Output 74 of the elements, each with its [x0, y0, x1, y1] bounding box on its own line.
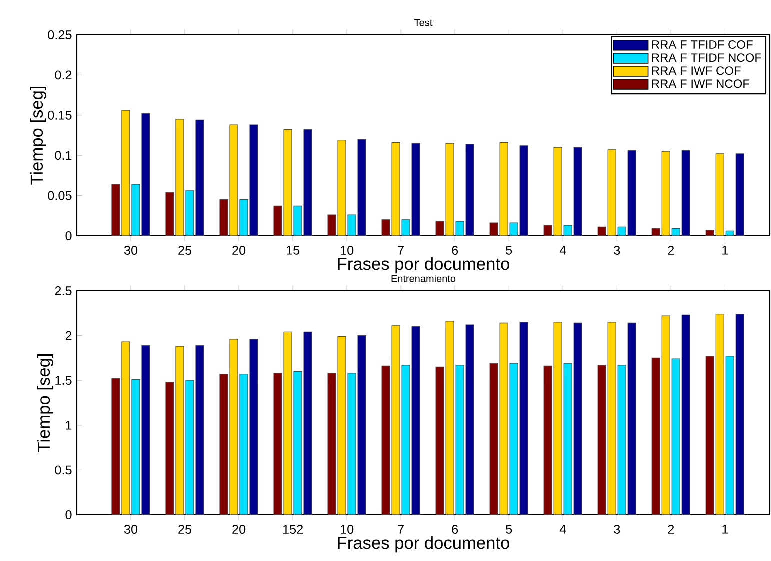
bar: [520, 146, 528, 236]
y-tick-label: 0.25: [48, 30, 72, 40]
bar: [446, 321, 454, 515]
x-tick-label: 1: [722, 525, 728, 534]
x-tick-label: 4: [560, 525, 566, 534]
bar: [500, 322, 508, 515]
bar: [608, 150, 616, 236]
x-tick-label: 30: [124, 246, 138, 256]
bar: [736, 314, 745, 515]
legend-label: RRA F TFIDF COF: [652, 40, 753, 50]
bar: [682, 314, 690, 515]
bar: [554, 147, 562, 236]
chart-title: Entrenamiento: [392, 274, 456, 282]
x-tick-label: 1: [722, 246, 728, 255]
y-tick-label: 2: [66, 331, 72, 340]
bar: [554, 322, 562, 515]
y-tick-label: 1: [66, 421, 72, 430]
bar: [662, 151, 670, 236]
bar: [500, 142, 508, 236]
bar: [608, 322, 616, 515]
x-tick-label: 5: [506, 246, 512, 255]
bar: [716, 154, 725, 236]
x-tick-label: 30: [124, 525, 138, 534]
bar: [446, 143, 454, 236]
x-tick-label: 5: [506, 525, 512, 534]
x-tick-label: 3: [614, 246, 620, 256]
y-tick-label: 0.5: [55, 466, 72, 475]
y-tick-label: 0.2: [55, 70, 72, 80]
chart-title: Test: [414, 19, 433, 26]
y-tick-label: 0.05: [48, 191, 72, 200]
legend-label: RRA F IWF COF: [652, 66, 741, 76]
x-tick-label: 4: [560, 246, 566, 255]
x-tick-label: 2: [668, 525, 674, 534]
x-tick-label: 25: [178, 246, 192, 256]
x-tick-label: 7: [398, 525, 404, 534]
y-tick-label: 0: [66, 232, 72, 240]
bar: [392, 142, 400, 236]
x-tick-label: 25: [178, 525, 192, 534]
bar: [662, 316, 670, 515]
x-tick-label: 10: [340, 525, 354, 534]
bar: [466, 324, 474, 515]
x-axis-title: Frases por documento: [338, 536, 510, 553]
bar: [412, 326, 420, 515]
bar: [412, 143, 420, 236]
y-tick-label: 0.15: [48, 110, 72, 120]
x-axis-title: Frases por documento: [338, 257, 510, 274]
x-tick-label: 10: [340, 246, 354, 256]
bar: [520, 322, 528, 515]
bar: [574, 322, 582, 515]
x-tick-label: 20: [232, 525, 246, 534]
bar: [736, 154, 745, 236]
y-axis-title: Tiempo [seg]: [37, 354, 54, 452]
legend-label: RRA F IWF NCOF: [652, 80, 750, 88]
y-tick-label: 0: [66, 510, 72, 520]
x-tick-label: 3: [614, 525, 620, 534]
y-tick-label: 0.1: [55, 151, 72, 160]
legend-label: RRA F TFIDF NCOF: [652, 54, 762, 62]
x-tick-label: 20: [232, 246, 246, 256]
x-tick-label: 152: [283, 525, 303, 534]
y-axis-title: Tiempo [seg]: [30, 86, 46, 185]
x-tick-label: 7: [398, 246, 404, 255]
x-tick-label: 6: [452, 525, 458, 534]
x-tick-label: 2: [668, 246, 674, 255]
bar: [574, 147, 582, 236]
bar: [466, 144, 474, 236]
bar: [628, 322, 636, 515]
bar: [716, 314, 725, 515]
y-tick-label: 1.5: [56, 376, 72, 386]
bar: [682, 150, 690, 236]
bar: [628, 150, 636, 236]
bar: [392, 326, 400, 515]
x-tick-label: 6: [452, 246, 458, 256]
x-tick-label: 15: [286, 246, 300, 255]
y-tick-label: 2.5: [55, 286, 72, 296]
